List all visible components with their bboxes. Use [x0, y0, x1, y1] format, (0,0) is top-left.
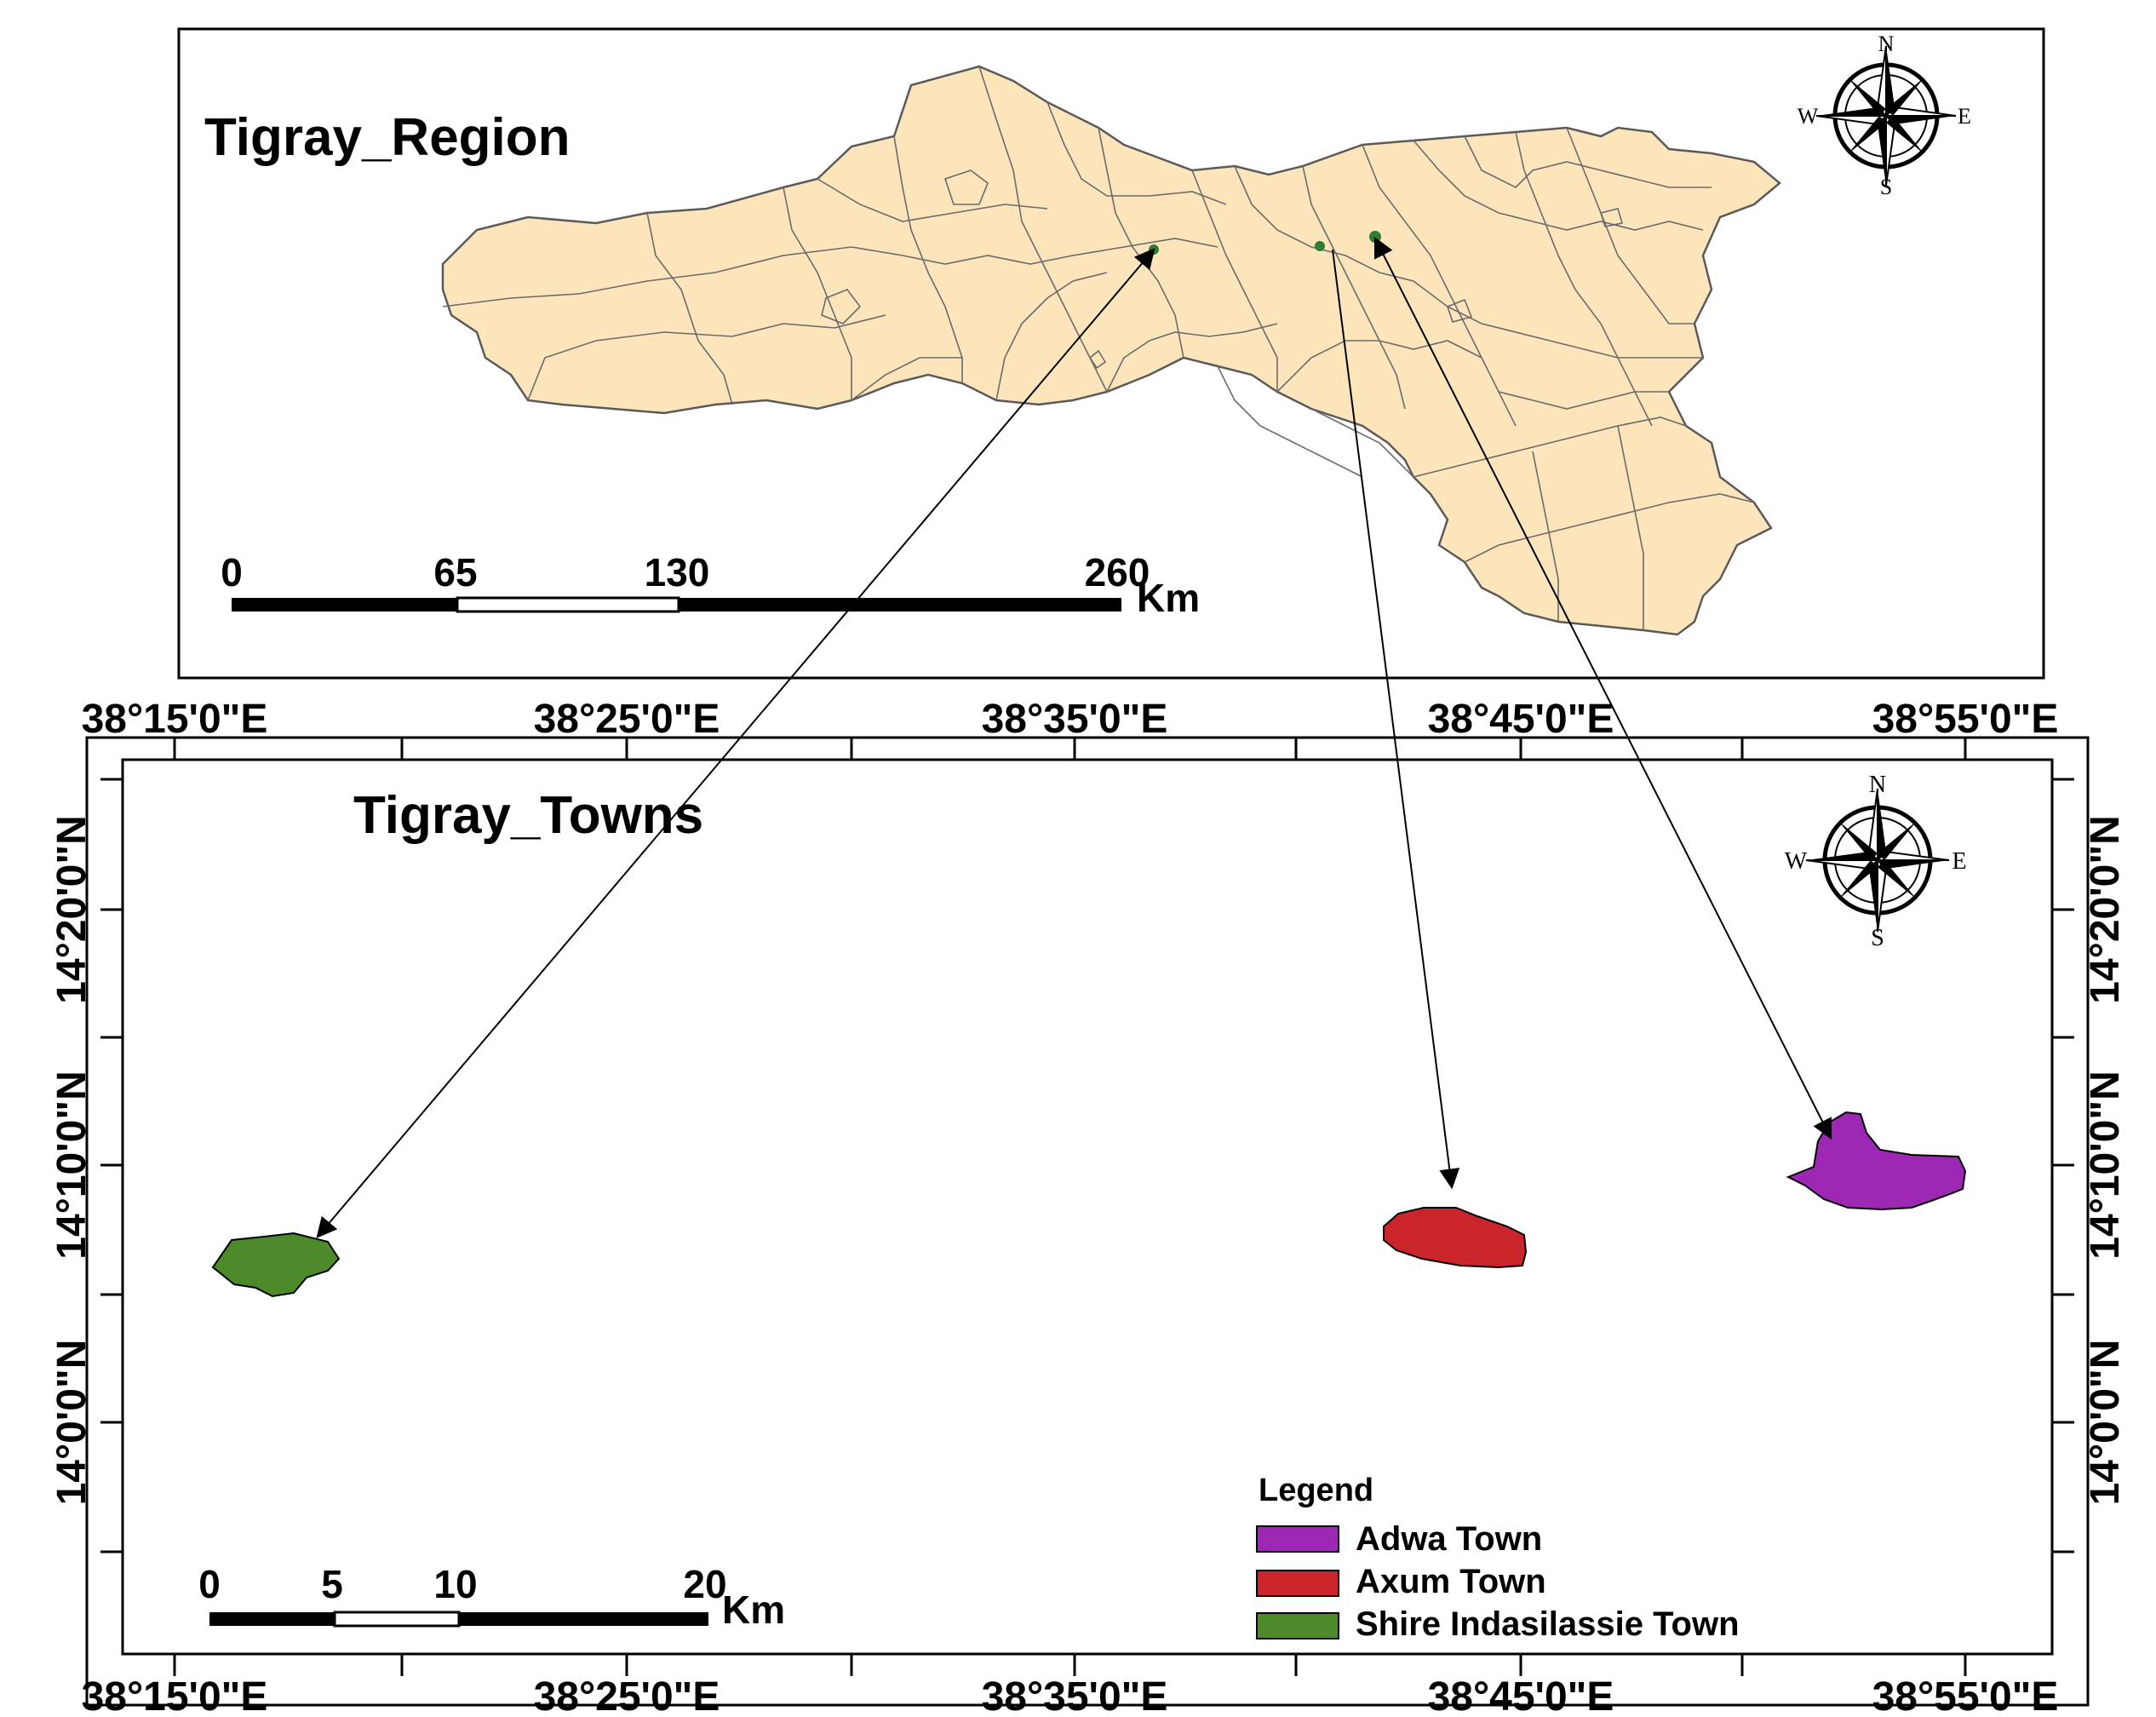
- towns-scale-tick-3: 20: [683, 1562, 726, 1606]
- lat-label: 14°20'0"N: [49, 815, 95, 1004]
- towns-map-panel: 38°15'0"E 38°25'0"E 38°35'0"E 38°45'0"E …: [49, 697, 2128, 1717]
- lon-label: 38°45'0"E: [1428, 697, 1614, 742]
- shire-locator-arrow: [316, 248, 1155, 1238]
- lat-label: 14°0'0"N: [49, 1340, 95, 1506]
- legend-swatch-shire: [1256, 1612, 1339, 1639]
- towns-map-title: Tigray_Towns: [353, 786, 703, 845]
- towns-compass-n: N: [1869, 772, 1886, 798]
- longitude-labels-top: 38°15'0"E 38°25'0"E 38°35'0"E 38°45'0"E …: [82, 697, 2059, 742]
- towns-scale-tick-1: 5: [321, 1562, 343, 1606]
- region-compass-s: S: [1880, 175, 1892, 199]
- region-compass-w: W: [1798, 104, 1819, 129]
- towns-compass-s: S: [1871, 925, 1884, 951]
- legend-swatch-axum: [1256, 1570, 1339, 1597]
- region-map-title: Tigray_Region: [204, 108, 571, 167]
- axum-town-marker: [1315, 241, 1325, 251]
- lat-label: 14°10'0"N: [2083, 1071, 2128, 1260]
- lon-label: 38°55'0"E: [1872, 1674, 2059, 1717]
- longitude-labels-bottom: 38°15'0"E 38°25'0"E 38°35'0"E 38°45'0"E …: [82, 1674, 2059, 1717]
- lon-label: 38°15'0"E: [82, 697, 268, 742]
- towns-map-frame: [121, 758, 2054, 1656]
- region-scale-unit: Km: [1137, 576, 1200, 620]
- region-scale-tick-0: 0: [221, 550, 243, 594]
- shire-town-polygon: [211, 1232, 341, 1298]
- lon-label: 38°55'0"E: [1872, 697, 2059, 742]
- adwa-town-polygon: [1786, 1111, 1967, 1211]
- lat-label: 14°20'0"N: [2083, 815, 2128, 1004]
- lon-label: 38°45'0"E: [1428, 1674, 1614, 1717]
- lat-label: 14°10'0"N: [49, 1071, 95, 1260]
- lon-label: 38°25'0"E: [534, 1674, 720, 1717]
- adwa-locator-arrow: [1373, 236, 1832, 1140]
- adwa-town-marker: [1369, 231, 1381, 243]
- legend-swatch-adwa: [1256, 1525, 1339, 1553]
- legend-label-axum: Axum Town: [1356, 1563, 1546, 1600]
- lat-label: 14°0'0"N: [2083, 1340, 2128, 1506]
- lon-label: 38°15'0"E: [82, 1674, 268, 1717]
- towns-compass-w: W: [1785, 848, 1808, 875]
- towns-scale-tick-2: 10: [433, 1562, 477, 1606]
- region-north-arrow-icon: N S E W: [1798, 32, 1971, 199]
- latitude-labels-left: 14°20'0"N 14°10'0"N 14°0'0"N: [49, 815, 95, 1505]
- region-compass-n: N: [1878, 32, 1895, 56]
- region-map-panel: Tigray_Region: [177, 27, 2045, 680]
- region-scale-tick-1: 65: [433, 550, 477, 594]
- lon-label: 38°25'0"E: [534, 697, 720, 742]
- towns-scale-tick-0: 0: [198, 1562, 221, 1606]
- towns-scale-bar: 0 5 10 20 Km: [198, 1562, 785, 1632]
- legend-label-adwa: Adwa Town: [1356, 1520, 1542, 1558]
- lon-label: 38°35'0"E: [982, 1674, 1168, 1717]
- lon-label: 38°35'0"E: [982, 697, 1168, 742]
- region-scale-tick-2: 130: [645, 550, 710, 594]
- towns-scale-unit: Km: [722, 1588, 785, 1632]
- legend: Legend Adwa Town Axum Town Shire Indasil…: [1256, 1473, 1740, 1643]
- locator-arrows: [316, 236, 1832, 1238]
- legend-title: Legend: [1259, 1473, 1373, 1508]
- legend-label-shire: Shire Indasilassie Town: [1356, 1605, 1740, 1643]
- latitude-labels-right: 14°20'0"N 14°10'0"N 14°0'0"N: [2083, 815, 2128, 1505]
- region-compass-e: E: [1958, 104, 1971, 129]
- axum-town-polygon: [1383, 1207, 1528, 1269]
- towns-north-arrow-icon: N S E W: [1785, 772, 1967, 951]
- towns-compass-e: E: [1952, 848, 1966, 875]
